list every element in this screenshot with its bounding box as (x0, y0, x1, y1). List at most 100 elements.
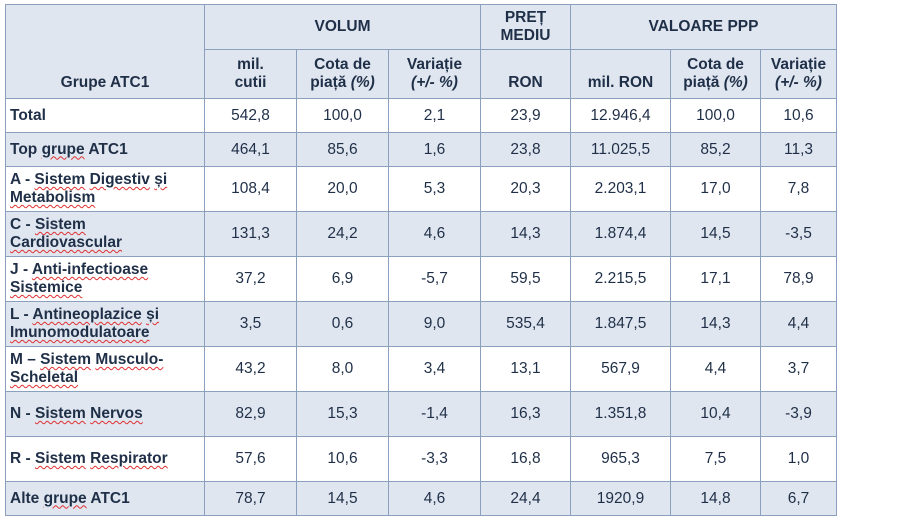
subheader-mil-ron-label: mil. RON (587, 74, 654, 91)
table-row: Alte grupe ATC1 78,7 14,5 4,6 24,4 1920,9 14,8… (5, 481, 837, 516)
row-value-cell: 17,1 (670, 256, 761, 302)
row-value-cell: 57,6 (204, 436, 297, 482)
row-value-cell: 108,4 (204, 166, 297, 212)
subheader-var-1: Variație (406, 56, 463, 73)
row-label-line1: C - Sistem (10, 216, 86, 233)
header-pret-mediu: PREȚ MEDIU (480, 4, 571, 50)
row-label-line1: R - Sistem Respirator (10, 450, 168, 467)
row-value-cell: 9,0 (388, 301, 481, 347)
row-label-cell: M – Sistem Musculo- Scheletal (5, 346, 205, 392)
row-value-cell: 10,4 (670, 391, 761, 437)
row-label-line1: Total (10, 106, 46, 124)
subheader-cota2-1: Cota de (687, 56, 744, 73)
row-label-cell: A - Sistem Digestiv și Metabolism (5, 166, 205, 212)
row-value-cell: 6,7 (760, 481, 837, 516)
row-value-cell: 37,2 (204, 256, 297, 302)
table-row: C - Sistem Cardiovascular 131,3 24,2 4,6 14,3… (5, 211, 837, 257)
row-label-line1: N - Sistem Nervos (10, 405, 143, 422)
row-value-cell: 965,3 (570, 436, 671, 482)
row-value-cell: 3,4 (388, 346, 481, 392)
row-value-cell: 20,3 (480, 166, 571, 212)
row-value-cell: 78,9 (760, 256, 837, 302)
row-value-cell: 131,3 (204, 211, 297, 257)
row-value-cell: 17,0 (670, 166, 761, 212)
row-value-cell: 14,8 (670, 481, 761, 516)
row-value-cell: 14,5 (670, 211, 761, 257)
row-value-cell: 2.215,5 (570, 256, 671, 302)
row-value-cell: -3,9 (760, 391, 837, 437)
row-value-cell: 85,2 (670, 132, 761, 167)
row-value-cell: 5,3 (388, 166, 481, 212)
atc-market-table: Grupe ATC1 VOLUM PREȚ MEDIU VALOARE PPP … (5, 4, 837, 516)
row-label-line1: Alte grupe ATC1 (10, 489, 130, 507)
row-value-cell: 6,9 (296, 256, 389, 302)
row-label-line1: Top grupe ATC1 (10, 140, 128, 158)
subheader-ron: RON (480, 49, 571, 99)
subheader-mil-cutii-1: mil. (237, 56, 264, 73)
table-row: R - Sistem Respirator 57,6 10,6 -3,3 16,8 965… (5, 436, 837, 482)
subheader-variatie-ppp: Variație (+/- %) (760, 49, 837, 99)
row-label-line1: L - Antineoplazice și (10, 306, 160, 323)
subheader-var2-1: Variație (770, 56, 827, 73)
row-value-cell: 14,5 (296, 481, 389, 516)
row-value-cell: 3,5 (204, 301, 297, 347)
row-value-cell: 10,6 (296, 436, 389, 482)
row-value-cell: 23,9 (480, 98, 571, 133)
subheader-mil-cutii: mil. cutii (204, 49, 297, 99)
row-label-line1: M – Sistem Musculo- (10, 351, 164, 368)
header-pret-line1: PREȚ (504, 9, 547, 26)
table-row: A - Sistem Digestiv și Metabolism 108,4 20,… (5, 166, 837, 212)
subheader-mil-cutii-2: cutii (234, 74, 267, 91)
row-label-cell: R - Sistem Respirator (5, 436, 205, 482)
row-value-cell: 542,8 (204, 98, 297, 133)
row-value-cell: 78,7 (204, 481, 297, 516)
subheader-var-2: (+/- %) (411, 74, 458, 91)
row-value-cell: 4,6 (388, 211, 481, 257)
row-label-cell: N - Sistem Nervos (5, 391, 205, 437)
header-group-label: Grupe ATC1 (60, 74, 150, 91)
row-value-cell: 10,6 (760, 98, 837, 133)
row-value-cell: 4,4 (670, 346, 761, 392)
row-value-cell: 2,1 (388, 98, 481, 133)
row-value-cell: 82,9 (204, 391, 297, 437)
row-label-cell: Alte grupe ATC1 (5, 481, 205, 516)
subheader-variatie: Variație (+/- %) (388, 49, 481, 99)
row-value-cell: 59,5 (480, 256, 571, 302)
row-label-line2: Cardiovascular (10, 234, 122, 251)
row-label-cell: C - Sistem Cardiovascular (5, 211, 205, 257)
row-value-cell: 24,2 (296, 211, 389, 257)
row-value-cell: 100,0 (296, 98, 389, 133)
row-value-cell: 16,3 (480, 391, 571, 437)
table-row: L - Antineoplazice și Imunomodulatoare 3,5… (5, 301, 837, 347)
row-value-cell: -3,5 (760, 211, 837, 257)
subheader-var2-2: (+/- %) (775, 74, 822, 91)
row-label-line2: Scheletal (10, 369, 79, 386)
row-value-cell: 2.203,1 (570, 166, 671, 212)
row-label-line2: Metabolism (10, 189, 96, 206)
row-value-cell: -1,4 (388, 391, 481, 437)
row-value-cell: 12.946,4 (570, 98, 671, 133)
subheader-cota2-2b: (%) (723, 74, 748, 91)
table-row: N - Sistem Nervos 82,9 15,3 -1,4 16,3 1.351,8… (5, 391, 837, 437)
header-volum: VOLUM (204, 4, 481, 50)
row-label-cell: Top grupe ATC1 (5, 132, 205, 167)
row-value-cell: 100,0 (670, 98, 761, 133)
row-value-cell: 567,9 (570, 346, 671, 392)
row-value-cell: 16,8 (480, 436, 571, 482)
row-value-cell: 11,3 (760, 132, 837, 167)
row-label-line2: Sistemice (10, 279, 83, 296)
row-value-cell: 20,0 (296, 166, 389, 212)
row-value-cell: 1,6 (388, 132, 481, 167)
row-value-cell: 1920,9 (570, 481, 671, 516)
header-valoare: VALOARE PPP (570, 4, 837, 50)
subheader-cota-ppp: Cota de piață (%) (670, 49, 761, 99)
row-label-line1: A - Sistem Digestiv și (10, 171, 168, 188)
row-value-cell: 8,0 (296, 346, 389, 392)
row-value-cell: 1.874,4 (570, 211, 671, 257)
row-value-cell: 0,6 (296, 301, 389, 347)
subheader-mil-ron: mil. RON (570, 49, 671, 99)
row-label-cell: J - Anti-infectioase Sistemice (5, 256, 205, 302)
subheader-cota2-2a: piață (683, 74, 724, 91)
row-label-cell: L - Antineoplazice și Imunomodulatoare (5, 301, 205, 347)
row-value-cell: 14,3 (670, 301, 761, 347)
